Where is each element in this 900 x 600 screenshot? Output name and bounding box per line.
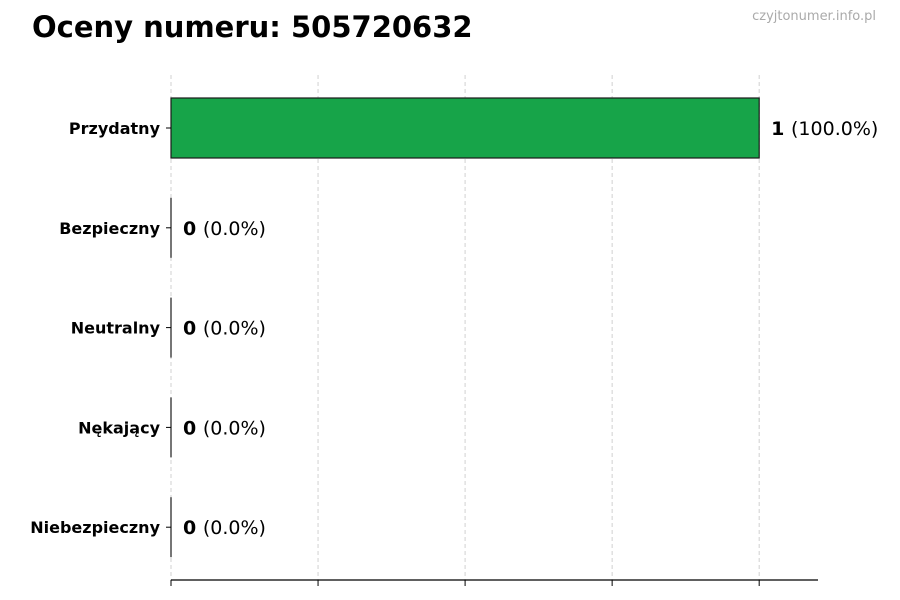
category-label: Bezpieczny xyxy=(59,219,160,238)
data-label: 1 (100.0%) xyxy=(771,118,878,140)
category-label: Niebezpieczny xyxy=(30,518,160,537)
data-label: 0 (0.0%) xyxy=(183,218,266,240)
category-label: Nękający xyxy=(78,418,160,437)
bar xyxy=(170,97,760,159)
category-label: Neutralny xyxy=(71,319,161,338)
watermark: czyjtonumer.info.pl xyxy=(752,9,876,24)
data-label: 0 (0.0%) xyxy=(183,318,266,340)
chart-title: Oceny numeru: 505720632 xyxy=(32,10,473,44)
data-label: 0 (0.0%) xyxy=(183,517,266,539)
category-label: Przydatny xyxy=(69,119,161,138)
data-label: 0 (0.0%) xyxy=(183,417,266,439)
